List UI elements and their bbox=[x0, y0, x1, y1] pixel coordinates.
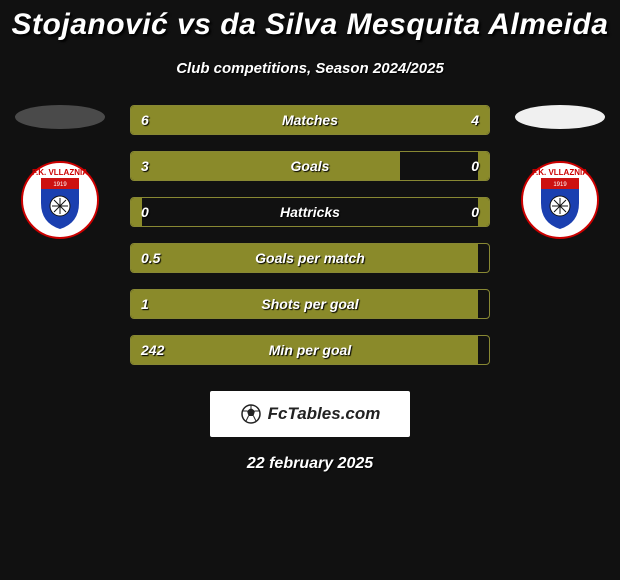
stat-row: 1Shots per goal bbox=[130, 289, 490, 319]
svg-text:1919: 1919 bbox=[553, 182, 567, 188]
soccer-ball-icon bbox=[240, 403, 262, 425]
stat-label: Matches bbox=[131, 106, 489, 134]
stat-label: Min per goal bbox=[131, 336, 489, 364]
stat-row: 30Goals bbox=[130, 151, 490, 181]
right-club-badge: F.K. VLLAZNIA 1919 bbox=[521, 161, 599, 239]
stat-row: 00Hattricks bbox=[130, 197, 490, 227]
stat-row: 64Matches bbox=[130, 105, 490, 135]
stat-row: 0.5Goals per match bbox=[130, 243, 490, 273]
stat-label: Shots per goal bbox=[131, 290, 489, 318]
fctables-badge[interactable]: FcTables.com bbox=[210, 391, 410, 437]
vllaznia-badge-icon: F.K. VLLAZNIA 1919 bbox=[521, 161, 599, 239]
stat-label: Hattricks bbox=[131, 198, 489, 226]
vllaznia-badge-icon: F.K. VLLAZNIA 1919 bbox=[21, 161, 99, 239]
fctables-label: FcTables.com bbox=[268, 404, 381, 424]
left-club-badge: F.K. VLLAZNIA 1919 bbox=[21, 161, 99, 239]
subtitle: Club competitions, Season 2024/2025 bbox=[0, 60, 620, 77]
comparison-content: F.K. VLLAZNIA 1919 64Matches 30Goals 00Hat… bbox=[0, 105, 620, 381]
svg-text:1919: 1919 bbox=[53, 182, 67, 188]
svg-text:F.K. VLLAZNIA: F.K. VLLAZNIA bbox=[32, 168, 88, 177]
stat-label: Goals per match bbox=[131, 244, 489, 272]
date-label: 22 february 2025 bbox=[0, 455, 620, 473]
stat-row: 242Min per goal bbox=[130, 335, 490, 365]
svg-text:F.K. VLLAZNIA: F.K. VLLAZNIA bbox=[532, 168, 588, 177]
left-player-ellipse bbox=[15, 105, 105, 129]
right-player-ellipse bbox=[515, 105, 605, 129]
stats-container: 64Matches 30Goals 00Hattricks 0.5Goals per … bbox=[110, 105, 510, 381]
stat-label: Goals bbox=[131, 152, 489, 180]
right-player-side: F.K. VLLAZNIA 1919 bbox=[510, 105, 610, 239]
left-player-side: F.K. VLLAZNIA 1919 bbox=[10, 105, 110, 239]
page-title: Stojanović vs da Silva Mesquita Almeida bbox=[0, 0, 620, 42]
